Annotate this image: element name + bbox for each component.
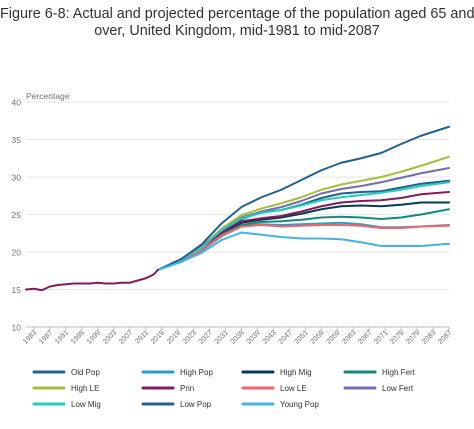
x-tick-label: 2035 xyxy=(228,328,246,346)
y-tick-label: 15 xyxy=(12,285,22,295)
legend-label-high-le: High LE xyxy=(71,384,99,393)
chart-title-line-2: over, United Kingdom, mid-1981 to mid-20… xyxy=(94,23,380,39)
series-line-low-mig xyxy=(156,181,450,271)
series-lines xyxy=(25,125,450,292)
x-tick-label: 2027 xyxy=(196,328,214,346)
legend-label-prin: Prin xyxy=(180,384,194,393)
y-tick-label: 20 xyxy=(12,248,22,258)
x-tick-label: 2031 xyxy=(212,328,230,346)
x-tick-label: 2023 xyxy=(180,328,198,346)
legend-label-old-pop: Old Pop xyxy=(71,368,100,377)
x-tick-label: 2011 xyxy=(133,328,150,345)
x-tick-label: 2051 xyxy=(292,328,310,346)
x-tick-label: 2071 xyxy=(372,328,390,346)
chart-title: Figure 6-8: Actual and projected percent… xyxy=(0,6,474,40)
x-tick-label: 2047 xyxy=(276,328,294,346)
series-line-high-mig xyxy=(156,201,450,271)
legend-label-high-mig: High Mig xyxy=(280,368,312,377)
y-axis: 10 15 20 25 30 35 40 xyxy=(12,98,22,333)
series-line-actual xyxy=(25,269,159,292)
y-tick-label: 10 xyxy=(12,323,22,333)
series-line-low-le xyxy=(156,224,450,271)
legend-label-low-pop: Low Pop xyxy=(180,400,212,409)
x-tick-label: 2067 xyxy=(356,328,374,346)
x-tick-label: 1983 xyxy=(21,328,39,346)
gridlines xyxy=(26,101,449,328)
x-tick-label: 2015 xyxy=(148,328,166,346)
x-axis: 1983198719911995199920032007201120152019… xyxy=(21,327,454,346)
y-tick-label: 25 xyxy=(12,210,22,220)
series-line-high-fert xyxy=(156,208,450,271)
x-tick-label: 1991 xyxy=(53,328,71,346)
x-tick-label: 2007 xyxy=(116,328,134,346)
legend-label-low-le: Low LE xyxy=(280,384,307,393)
series-line-young-pop xyxy=(156,231,450,271)
x-tick-label: 2019 xyxy=(164,328,182,346)
legend-label-young-pop: Young Pop xyxy=(280,400,319,409)
x-tick-label: 2079 xyxy=(404,328,422,346)
legend-label-high-fert: High Fert xyxy=(382,368,416,377)
x-tick-label: 2087 xyxy=(436,328,454,346)
y-tick-label: 35 xyxy=(12,135,22,145)
y-axis-label: Percentage xyxy=(26,91,70,101)
x-tick-label: 1987 xyxy=(37,328,55,346)
x-tick-label: 2059 xyxy=(324,328,342,346)
x-tick-label: 2075 xyxy=(388,328,406,346)
legend-label-high-pop: High Pop xyxy=(180,368,213,377)
x-tick-label: 2003 xyxy=(101,328,119,346)
chart-title-line-1: Figure 6-8: Actual and projected percent… xyxy=(0,6,474,22)
legend-label-low-fert: Low Fert xyxy=(382,384,414,393)
x-tick-label: 2063 xyxy=(340,328,358,346)
y-tick-label: 40 xyxy=(12,98,22,108)
x-tick-label: 2083 xyxy=(420,328,438,346)
y-tick-label: 30 xyxy=(12,173,22,183)
x-tick-label: 2039 xyxy=(244,328,262,346)
x-tick-label: 1995 xyxy=(69,328,87,346)
legend-label-low-mig: Low Mig xyxy=(71,400,101,409)
x-tick-label: 2055 xyxy=(308,328,326,346)
legend: Old Pop High Pop High Mig High Fert High LE P… xyxy=(32,368,416,409)
x-tick-label: 1999 xyxy=(85,328,103,346)
series-line-low-pop xyxy=(156,125,450,271)
x-tick-label: 2043 xyxy=(260,328,278,346)
